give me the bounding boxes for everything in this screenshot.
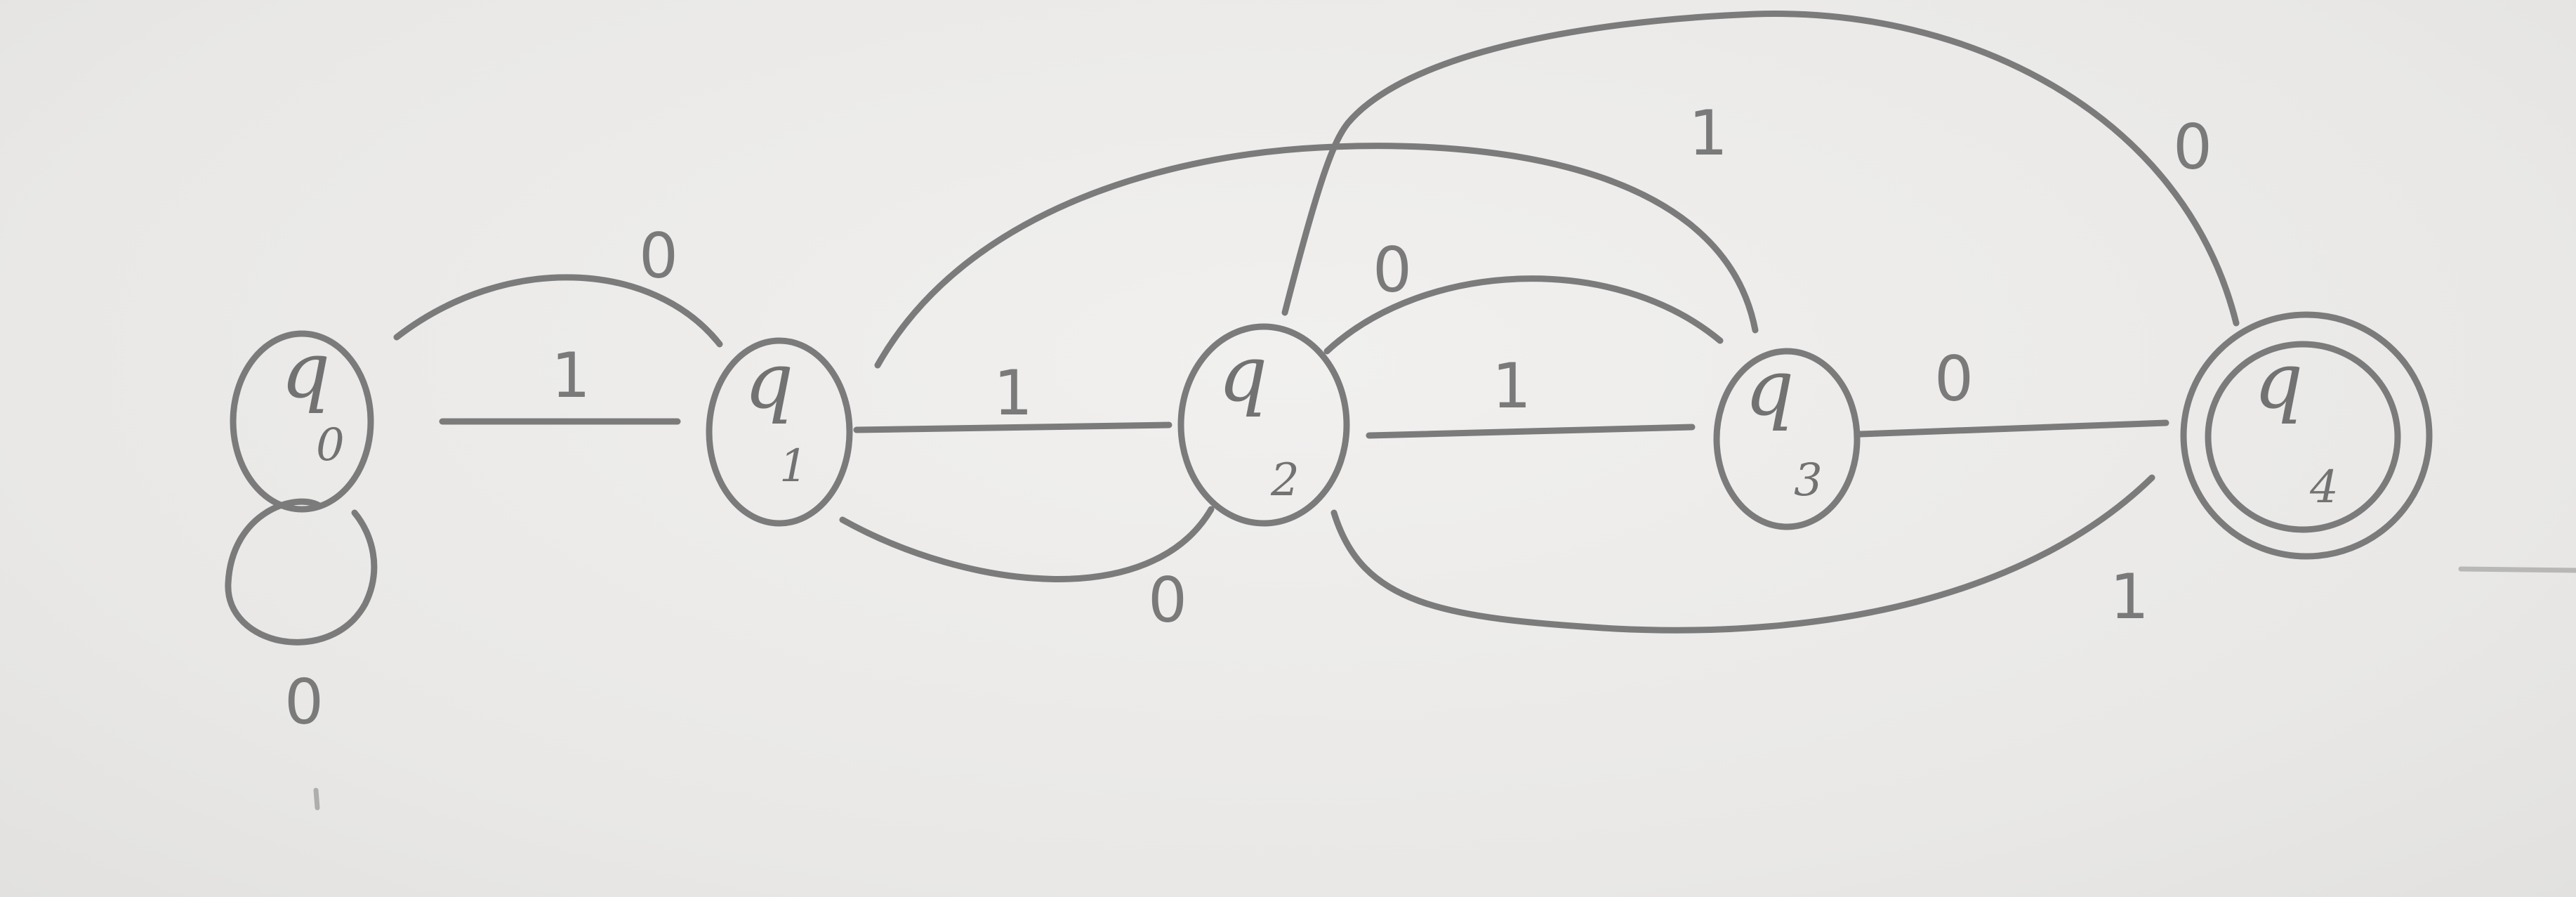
state-q2-circle xyxy=(1177,323,1350,527)
edge-q4-q2-top: 0 xyxy=(1281,11,2240,327)
state-q4[interactable]: q 4 xyxy=(2180,311,2433,560)
edge-q1-q0: 0 xyxy=(393,220,723,348)
state-q0-label: q xyxy=(281,325,330,415)
state-q1-subscript: 1 xyxy=(779,440,808,492)
edge-q3-q1: 1 xyxy=(874,97,1759,369)
edge-q2-q3-label: 1 xyxy=(1492,350,1531,422)
edge-q1-q0-label: 0 xyxy=(639,220,678,292)
edge-q0-q0-label: 0 xyxy=(284,666,324,738)
edge-q0-q1-label: 1 xyxy=(551,339,590,412)
edge-q4-q2-label: 1 xyxy=(2110,561,2149,633)
edge-q1-q2: 1 xyxy=(853,357,1173,433)
state-q1-circle xyxy=(706,337,853,527)
edge-q3-q1-label: 1 xyxy=(1689,97,1728,169)
edge-q2-q1: 0 xyxy=(839,506,1215,636)
state-q3-subscript: 3 xyxy=(1794,454,1823,506)
state-q2: q 2 xyxy=(1177,323,1350,527)
state-q4-label: q xyxy=(2254,336,2303,426)
edge-q2-q3-upper-label: 0 xyxy=(1373,234,1412,306)
state-q1: q 1 xyxy=(706,336,853,527)
state-q4-outer-circle xyxy=(2180,311,2433,560)
state-q4-subscript: 4 xyxy=(2309,461,2339,513)
state-q0-circle xyxy=(230,330,374,513)
state-q0-subscript: 0 xyxy=(316,419,345,471)
state-q3: q 3 xyxy=(1713,343,1861,530)
state-q2-subscript: 2 xyxy=(1270,454,1300,506)
edge-q0-q1: 1 xyxy=(439,339,681,425)
edge-q2-q3: 1 xyxy=(1366,350,1696,439)
edge-q2-q1-label: 0 xyxy=(1148,564,1187,636)
edge-q2-q3-upper: 0 xyxy=(1323,234,1724,355)
state-q3-label: q xyxy=(1745,343,1794,433)
stray-mark xyxy=(2458,566,2576,573)
edge-q4-q2-top-label: 0 xyxy=(2173,111,2212,183)
state-q0: q 0 xyxy=(230,325,374,513)
edge-q3-q4-label: 0 xyxy=(1934,343,1974,415)
edge-q3-q4: 0 xyxy=(1857,343,2169,438)
state-q2-label: q xyxy=(1218,329,1267,419)
edge-q1-q2-label: 1 xyxy=(993,357,1033,429)
edge-q0-q0: 0 xyxy=(225,498,378,738)
state-q4-inner-circle xyxy=(2205,341,2401,533)
state-q3-circle xyxy=(1713,348,1861,530)
stray-mark-small xyxy=(313,787,320,811)
edge-q4-q2: 1 xyxy=(1330,474,2155,634)
state-q1-label: q xyxy=(744,336,793,426)
